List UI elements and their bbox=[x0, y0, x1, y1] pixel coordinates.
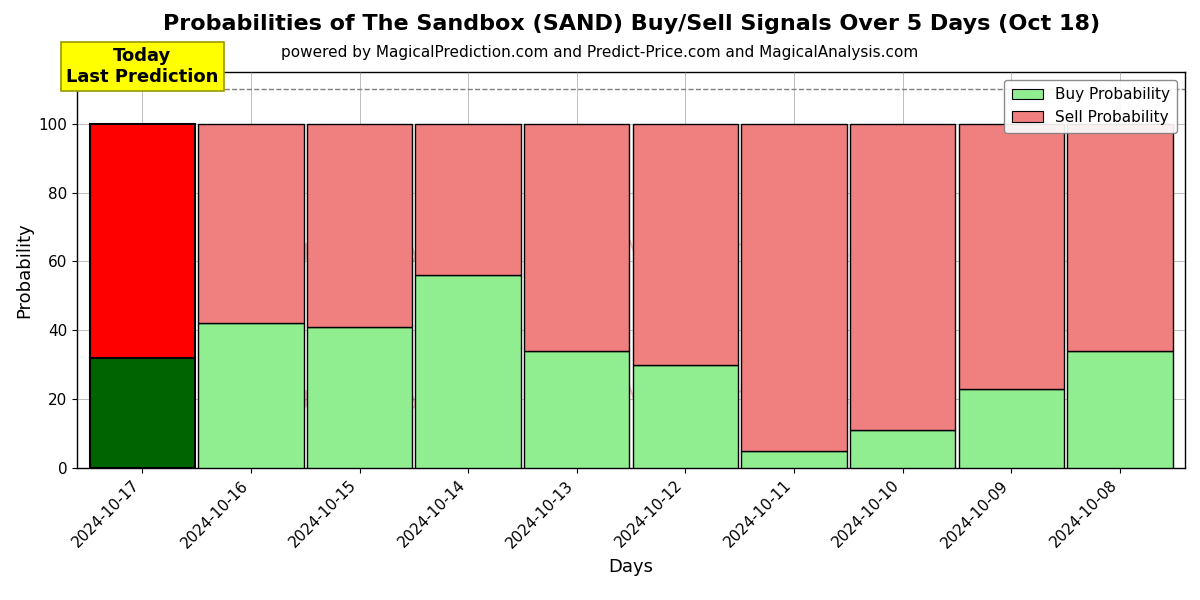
Y-axis label: Probability: Probability bbox=[14, 222, 32, 318]
Legend: Buy Probability, Sell Probability: Buy Probability, Sell Probability bbox=[1004, 80, 1177, 133]
X-axis label: Days: Days bbox=[608, 557, 654, 575]
Bar bbox=[307, 124, 413, 327]
Bar bbox=[632, 365, 738, 468]
Bar bbox=[1067, 124, 1172, 351]
Bar bbox=[307, 327, 413, 468]
Text: MagicalPrediction.com: MagicalPrediction.com bbox=[623, 385, 905, 409]
Bar bbox=[742, 124, 847, 451]
Bar bbox=[742, 451, 847, 468]
Bar bbox=[524, 124, 630, 351]
Title: Probabilities of The Sandbox (SAND) Buy/Sell Signals Over 5 Days (Oct 18): Probabilities of The Sandbox (SAND) Buy/… bbox=[162, 14, 1099, 34]
Bar bbox=[90, 358, 194, 468]
Bar bbox=[959, 389, 1064, 468]
Bar bbox=[90, 124, 194, 358]
Bar bbox=[415, 275, 521, 468]
Bar bbox=[524, 351, 630, 468]
Bar bbox=[959, 124, 1064, 389]
Bar bbox=[850, 430, 955, 468]
Text: MagicalAnalysis.com: MagicalAnalysis.com bbox=[257, 238, 517, 262]
Bar bbox=[198, 323, 304, 468]
Text: Today
Last Prediction: Today Last Prediction bbox=[66, 47, 218, 86]
Bar bbox=[1067, 351, 1172, 468]
Text: MagicalAnalysis.com: MagicalAnalysis.com bbox=[257, 385, 517, 409]
Bar bbox=[632, 124, 738, 365]
Text: powered by MagicalPrediction.com and Predict-Price.com and MagicalAnalysis.com: powered by MagicalPrediction.com and Pre… bbox=[281, 45, 919, 60]
Bar bbox=[198, 124, 304, 323]
Bar bbox=[850, 124, 955, 430]
Bar bbox=[415, 124, 521, 275]
Text: MagicalPrediction.com: MagicalPrediction.com bbox=[623, 238, 905, 262]
